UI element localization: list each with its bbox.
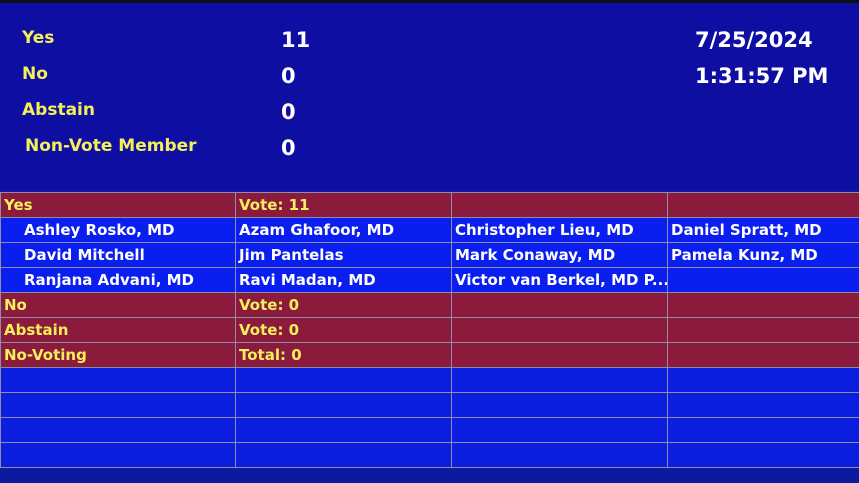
empty-cell [667, 317, 859, 343]
member-name: Ravi Madan, MD [235, 267, 452, 293]
abstain-row-label: Abstain [0, 317, 236, 343]
yes-row-count: Vote: 11 [235, 192, 452, 218]
empty-cell [451, 342, 668, 368]
empty-cell [0, 442, 236, 468]
member-name: Jim Pantelas [235, 242, 452, 268]
vote-date: 7/25/2024 [695, 28, 813, 52]
empty-cell [667, 392, 859, 418]
no-count: 0 [281, 64, 296, 88]
member-row: Ranjana Advani, MD Ravi Madan, MD Victor… [0, 267, 859, 293]
empty-row [0, 417, 859, 443]
member-name: Ranjana Advani, MD [0, 267, 236, 293]
empty-cell [667, 442, 859, 468]
empty-cell [0, 392, 236, 418]
empty-cell [235, 392, 452, 418]
empty-cell [451, 317, 668, 343]
empty-cell [235, 442, 452, 468]
no-label: No [22, 64, 48, 84]
abstain-row-count: Vote: 0 [235, 317, 452, 343]
no-row-label: No [0, 292, 236, 318]
member-name: David Mitchell [0, 242, 236, 268]
member-name: Azam Ghafoor, MD [235, 217, 452, 243]
empty-row [0, 367, 859, 393]
empty-cell [0, 417, 236, 443]
abstain-label: Abstain [22, 100, 95, 120]
yes-count: 11 [281, 28, 311, 52]
member-name: Ashley Rosko, MD [0, 217, 236, 243]
non-vote-member-count: 0 [281, 136, 296, 160]
non-voting-row-total: Total: 0 [235, 342, 452, 368]
yes-header-row: Yes Vote: 11 [0, 192, 859, 218]
empty-cell [451, 442, 668, 468]
yes-label: Yes [22, 28, 55, 48]
member-name: Victor van Berkel, MD P... [451, 267, 668, 293]
empty-cell [0, 367, 236, 393]
empty-cell [451, 417, 668, 443]
member-name: Mark Conaway, MD [451, 242, 668, 268]
member-name: Christopher Lieu, MD [451, 217, 668, 243]
abstain-header-row: Abstain Vote: 0 [0, 317, 859, 343]
empty-cell [451, 392, 668, 418]
member-row: Ashley Rosko, MD Azam Ghafoor, MD Christ… [0, 217, 859, 243]
non-voting-row-label: No-Voting [0, 342, 236, 368]
member-name: Daniel Spratt, MD [667, 217, 859, 243]
no-header-row: No Vote: 0 [0, 292, 859, 318]
vote-results-table: Yes Vote: 11 Ashley Rosko, MD Azam Ghafo… [0, 192, 859, 468]
empty-row [0, 392, 859, 418]
non-voting-header-row: No-Voting Total: 0 [0, 342, 859, 368]
member-name [667, 267, 859, 293]
empty-cell [667, 192, 859, 218]
empty-row [0, 442, 859, 468]
vote-summary-panel: Yes 11 No 0 Abstain 0 Non-Vote Member 0 … [0, 3, 859, 190]
top-border [0, 0, 859, 3]
no-row-count: Vote: 0 [235, 292, 452, 318]
empty-cell [667, 367, 859, 393]
empty-cell [667, 417, 859, 443]
empty-cell [667, 342, 859, 368]
empty-cell [451, 192, 668, 218]
yes-row-label: Yes [0, 192, 236, 218]
non-vote-member-label: Non-Vote Member [25, 136, 197, 156]
member-name: Pamela Kunz, MD [667, 242, 859, 268]
vote-time: 1:31:57 PM [695, 64, 829, 88]
empty-cell [235, 417, 452, 443]
member-row: David Mitchell Jim Pantelas Mark Conaway… [0, 242, 859, 268]
empty-cell [451, 367, 668, 393]
abstain-count: 0 [281, 100, 296, 124]
empty-cell [667, 292, 859, 318]
empty-cell [235, 367, 452, 393]
empty-cell [451, 292, 668, 318]
